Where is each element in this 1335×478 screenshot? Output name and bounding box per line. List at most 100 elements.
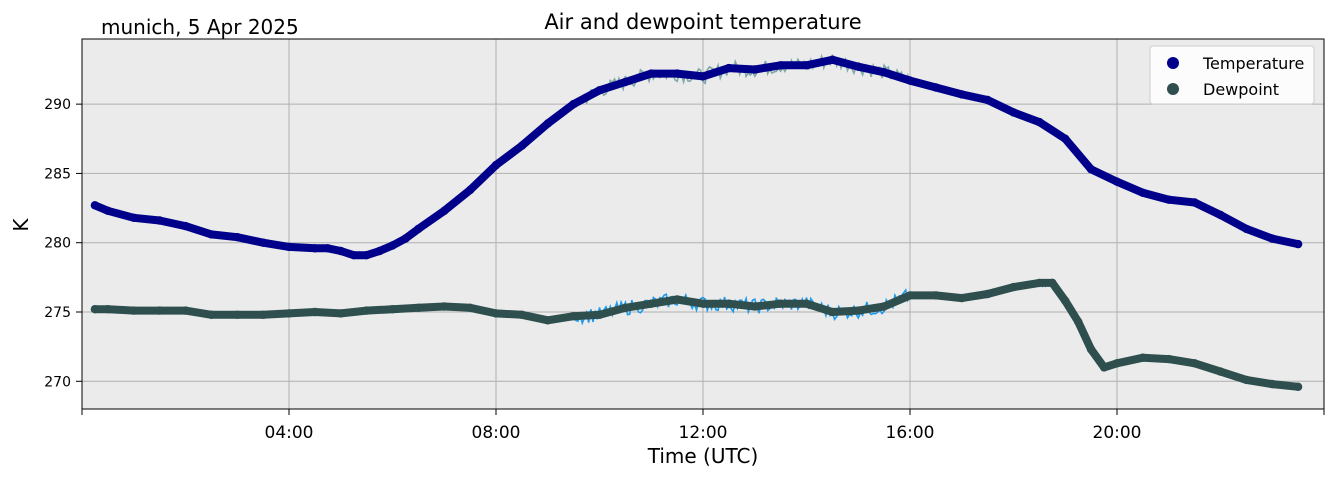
data-point-temperature: [90, 201, 100, 210]
data-point-temperature: [155, 216, 164, 225]
data-point-dewpoint: [957, 293, 966, 303]
y-axis-label: K: [9, 218, 33, 232]
data-point-temperature: [465, 185, 475, 195]
data-point-temperature: [724, 63, 734, 73]
data-point-dewpoint: [103, 305, 113, 314]
data-point-temperature: [1061, 134, 1070, 143]
x-tick-label: 20:00: [1093, 423, 1142, 443]
data-point-temperature: [401, 234, 410, 243]
data-point-temperature: [310, 244, 320, 253]
data-point-dewpoint: [155, 306, 164, 315]
data-point-temperature: [129, 213, 138, 222]
data-point-temperature: [569, 99, 578, 109]
data-point-temperature: [1216, 210, 1225, 220]
data-point-dewpoint: [284, 309, 294, 318]
data-point-temperature: [440, 206, 449, 215]
data-point-temperature: [854, 62, 863, 71]
legend-label-dewpoint: Dewpoint: [1203, 80, 1279, 99]
data-point-temperature: [672, 69, 682, 78]
data-point-temperature: [336, 246, 345, 256]
location-date-label: munich, 5 Apr 2025: [101, 15, 299, 39]
data-point-temperature: [1293, 239, 1303, 249]
data-point-dewpoint: [1112, 359, 1122, 368]
y-tick-label: 270: [44, 374, 71, 390]
data-point-dewpoint: [129, 306, 138, 315]
data-point-temperature: [517, 141, 527, 150]
data-point-dewpoint: [569, 312, 578, 321]
data-point-temperature: [1009, 108, 1018, 117]
series-group: [90, 55, 1303, 391]
data-point-dewpoint: [310, 307, 320, 317]
y-tick-label: 280: [44, 236, 71, 252]
data-point-temperature: [750, 65, 759, 74]
data-point-dewpoint: [1138, 353, 1148, 362]
data-point-dewpoint: [414, 303, 423, 312]
data-point-dewpoint: [1164, 354, 1174, 364]
x-tick-label: 08:00: [472, 423, 521, 443]
data-point-dewpoint: [905, 291, 915, 300]
legend-marker-dewpoint: [1167, 83, 1179, 95]
data-point-temperature: [931, 83, 941, 92]
data-point-dewpoint: [543, 316, 552, 325]
data-point-dewpoint: [362, 306, 371, 315]
data-point-dewpoint: [595, 310, 604, 319]
x-axis: 04:00 08:00 12:00 16:00 20:00: [81, 409, 1325, 443]
data-point-dewpoint: [1242, 375, 1251, 385]
data-point-dewpoint: [1048, 278, 1057, 288]
data-point-temperature: [258, 238, 268, 247]
data-point-dewpoint: [440, 302, 449, 311]
data-point-dewpoint: [1074, 317, 1083, 326]
data-point-dewpoint: [854, 306, 863, 315]
legend-marker-temperature: [1167, 57, 1179, 69]
data-point-dewpoint: [724, 299, 734, 308]
data-point-dewpoint: [698, 299, 708, 308]
data-point-dewpoint: [388, 305, 397, 314]
y-axis: 270 275 280 285 290: [44, 97, 82, 390]
data-point-temperature: [543, 119, 552, 128]
data-point-temperature: [349, 251, 358, 260]
data-point-dewpoint: [750, 302, 759, 311]
data-point-dewpoint: [1009, 282, 1018, 292]
x-tick-label: 04:00: [265, 423, 314, 443]
data-point-temperature: [776, 61, 785, 70]
data-point-temperature: [1035, 117, 1044, 127]
data-point-dewpoint: [931, 291, 941, 300]
data-point-temperature: [233, 233, 242, 242]
legend-box: [1149, 45, 1315, 105]
data-point-dewpoint: [336, 309, 345, 318]
data-point-dewpoint: [207, 310, 216, 319]
data-point-dewpoint: [181, 306, 190, 315]
y-tick-label: 285: [44, 166, 71, 182]
data-point-dewpoint: [647, 299, 656, 308]
data-point-dewpoint: [90, 305, 100, 314]
data-point-temperature: [647, 69, 656, 78]
data-point-dewpoint: [1216, 367, 1225, 376]
data-point-dewpoint: [1099, 363, 1109, 372]
data-point-dewpoint: [1268, 379, 1277, 389]
data-point-temperature: [879, 68, 889, 77]
data-point-dewpoint: [672, 295, 682, 304]
data-point-dewpoint: [802, 299, 811, 308]
y-tick-label: 275: [44, 305, 71, 321]
data-point-temperature: [1268, 234, 1277, 243]
data-point-temperature: [802, 61, 811, 70]
data-point-temperature: [595, 86, 604, 95]
data-point-dewpoint: [465, 303, 475, 312]
series-line-temperature: [90, 55, 1303, 260]
data-point-temperature: [284, 242, 294, 252]
data-point-dewpoint: [621, 303, 630, 312]
data-point-temperature: [414, 224, 423, 234]
data-point-temperature: [905, 76, 915, 85]
x-tick-label: 16:00: [886, 423, 935, 443]
data-point-dewpoint: [776, 299, 785, 308]
x-tick-label: 12:00: [679, 423, 728, 443]
data-point-temperature: [375, 246, 384, 256]
data-point-dewpoint: [1293, 382, 1303, 391]
data-point-temperature: [1190, 198, 1199, 207]
data-point-temperature: [1164, 195, 1174, 204]
x-axis-label: Time (UTC): [647, 444, 759, 468]
data-point-temperature: [621, 77, 630, 87]
data-point-dewpoint: [828, 307, 837, 317]
data-point-temperature: [491, 160, 501, 170]
